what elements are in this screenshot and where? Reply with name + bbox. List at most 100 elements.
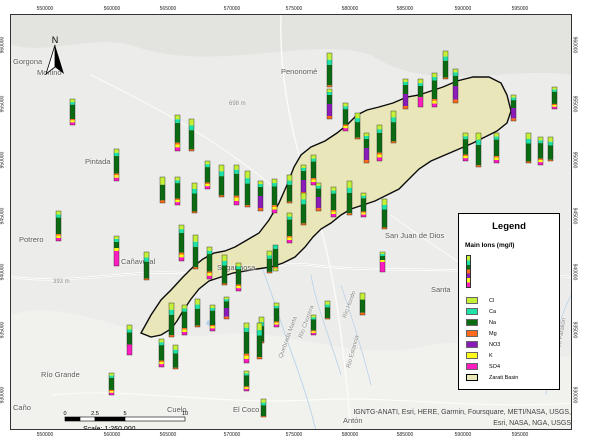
sampling-point-bar	[547, 136, 554, 162]
sampling-point-bar	[168, 302, 175, 338]
terrain-shade	[11, 15, 571, 77]
sampling-point-bar	[510, 94, 517, 122]
legend-item: Mg	[466, 329, 497, 338]
sampling-point-bar	[159, 176, 166, 204]
river	[260, 264, 316, 429]
sampling-point-bar	[402, 78, 409, 110]
x-tick-label: 570000	[223, 6, 241, 12]
sampling-point-bar	[342, 102, 349, 132]
sampling-point-bar	[354, 112, 361, 140]
sampling-point-bar	[359, 292, 366, 316]
x-tick-label: 550000	[36, 6, 54, 12]
sampling-point-bar	[218, 164, 225, 198]
legend-swatch	[466, 363, 478, 370]
sampling-point-bar	[300, 192, 307, 226]
scale-tick-label: 10	[182, 411, 188, 417]
sampling-point-bar	[493, 132, 500, 164]
sampling-point-bar	[360, 192, 367, 218]
sampling-point-bar	[206, 246, 213, 280]
sampling-point-bar	[192, 234, 199, 270]
sampling-point-bar	[256, 322, 263, 360]
y-tick-label: 950000	[0, 151, 6, 169]
sampling-point-bar	[108, 372, 115, 396]
place-label-elev: 698 m	[229, 101, 246, 107]
x-tick-label: 580000	[341, 432, 359, 438]
x-tick-label: 590000	[454, 6, 472, 12]
legend-item: Zarati Basin	[466, 373, 518, 382]
road	[90, 74, 272, 186]
scale-tick-label: 5	[123, 411, 126, 417]
sampling-point-bar	[462, 132, 469, 162]
ion-bars	[55, 50, 558, 418]
place-label-town: Gorgona	[13, 57, 43, 66]
x-tick-label: 585000	[396, 432, 414, 438]
legend-item: Na	[466, 318, 496, 327]
map-attribution: IGNTG-ANATI, Esri, HERE, Garmin, Foursqu…	[353, 409, 571, 427]
x-tick-label: 590000	[454, 432, 472, 438]
place-label-town: Caño	[13, 403, 31, 412]
legend-item: NO3	[466, 340, 500, 349]
legend-label: SO4	[489, 363, 501, 370]
y-tick-label: 945000	[571, 207, 578, 225]
sampling-point-bar	[172, 344, 179, 370]
scale-bar-graphic: 0 2.5 5 10 Scale: 1:250,000	[63, 411, 188, 430]
legend-label: NO3	[489, 341, 501, 348]
scale-label: Scale: 1:250,000	[83, 426, 136, 430]
road	[50, 392, 571, 406]
sampling-point-bar	[390, 110, 397, 144]
sampling-point-bar	[223, 296, 230, 320]
place-label-town: Río Grande	[41, 370, 80, 379]
scale-tick-label: 0	[63, 411, 66, 417]
sampling-point-bar	[266, 250, 273, 274]
y-tick-label: 940000	[571, 263, 578, 281]
sampling-point-bar	[69, 98, 76, 126]
x-tick-label: 575000	[285, 6, 303, 12]
legend-sample-bar	[466, 255, 471, 288]
sampling-point-bar	[243, 322, 250, 364]
sampling-point-bar	[126, 324, 133, 356]
basemap	[11, 15, 571, 429]
sampling-point-bar	[326, 88, 333, 120]
sampling-point-bar	[431, 72, 438, 108]
x-tick-label: 550000	[36, 432, 54, 438]
sampling-point-bar	[537, 136, 544, 166]
legend-label: Na	[489, 319, 497, 326]
legend-label: Cl	[489, 297, 495, 304]
sampling-point-bar	[300, 164, 307, 196]
legend-subtitle: Main Ions (mg/l)	[465, 242, 515, 249]
river	[340, 284, 372, 386]
sampling-point-bar	[326, 52, 333, 88]
sampling-point-bar	[442, 50, 449, 80]
y-tick-label: 935000	[0, 321, 6, 339]
place-label-town: Cañaveral	[121, 257, 156, 266]
sampling-point-bar	[235, 262, 242, 292]
sampling-point-bar	[55, 210, 62, 242]
sampling-point-bar	[181, 304, 188, 336]
y-tick-label: 945000	[0, 207, 6, 225]
sampling-point-bar	[257, 180, 264, 212]
x-tick-label: 560000	[103, 432, 121, 438]
legend-label: K	[489, 352, 493, 359]
place-label-town: Potrero	[19, 235, 44, 244]
place-label-elev: 393 m	[53, 279, 70, 285]
sampling-point-bar	[379, 251, 386, 273]
zarati-basin	[140, 76, 512, 338]
sampling-point-bar	[194, 298, 201, 328]
legend-title: Legend	[492, 221, 526, 232]
sampling-point-bar	[324, 300, 331, 320]
legend-swatch	[466, 297, 478, 304]
sampling-point-bar	[158, 338, 165, 368]
place-label-town: San Juan de Dios	[385, 231, 445, 240]
sampling-point-bar	[381, 198, 388, 230]
sampling-point-bar	[452, 68, 459, 104]
sampling-point-bar	[233, 164, 240, 206]
x-tick-label: 585000	[396, 6, 414, 12]
sampling-point-bar	[221, 254, 228, 286]
y-tick-label: 955000	[0, 95, 6, 113]
sampling-point-bar	[113, 235, 120, 267]
x-tick-label: 570000	[223, 432, 241, 438]
legend-panel: Legend Main Ions (mg/l) Cl Ca Na Mg NO3 K SO4 Z…	[458, 213, 560, 390]
north-label: N	[52, 35, 59, 45]
legend-item: Cl	[466, 296, 494, 305]
